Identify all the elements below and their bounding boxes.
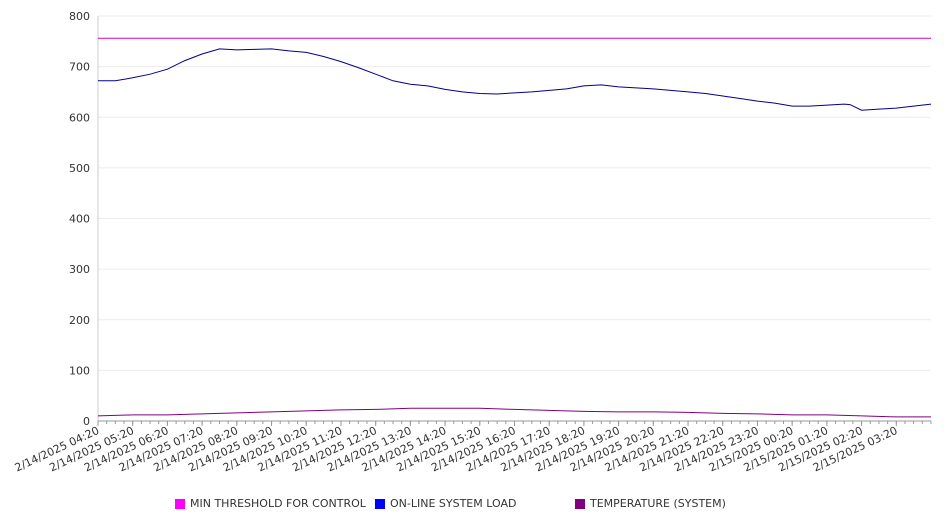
y-tick-label: 0 [83,415,90,428]
legend-swatch-system-load [375,498,385,509]
y-tick-label: 600 [69,111,90,124]
legend-swatch-min-threshold [175,498,185,509]
legend-item-temperature[interactable]: TEMPERATURE (SYSTEM) [575,497,726,510]
y-tick-label: 700 [69,61,90,74]
gridlines [98,15,931,371]
y-tick-label: 200 [69,314,90,327]
legend-label-temperature: TEMPERATURE (SYSTEM) [590,497,726,510]
y-tick-label: 500 [69,162,90,175]
legend-item-system-load[interactable]: ON-LINE SYSTEM LOAD [375,497,516,510]
legend: MIN THRESHOLD FOR CONTROL ON-LINE SYSTEM… [0,497,946,515]
legend-label-system-load: ON-LINE SYSTEM LOAD [390,497,517,510]
line-chart: 0 100 200 300 400 500 600 700 800 2/14/2025 04:2… [13,10,932,474]
y-axis-ticks: 0 100 200 300 400 500 600 700 800 [69,10,90,428]
y-tick-label: 400 [69,213,90,226]
y-tick-label: 300 [69,263,90,276]
legend-item-min-threshold[interactable]: MIN THRESHOLD FOR CONTROL [175,497,366,510]
legend-label-min-threshold: MIN THRESHOLD FOR CONTROL [190,497,366,510]
series-line-system-load [98,48,932,111]
series-line-temperature [97,407,931,418]
series-lines [97,37,932,418]
axes [97,16,932,424]
x-axis-ticks: 2/14/2025 04:202/14/2025 05:202/14/2025 … [13,421,900,474]
y-tick-label: 100 [69,364,90,377]
legend-swatch-temperature [575,498,585,509]
y-tick-label: 800 [69,10,90,23]
